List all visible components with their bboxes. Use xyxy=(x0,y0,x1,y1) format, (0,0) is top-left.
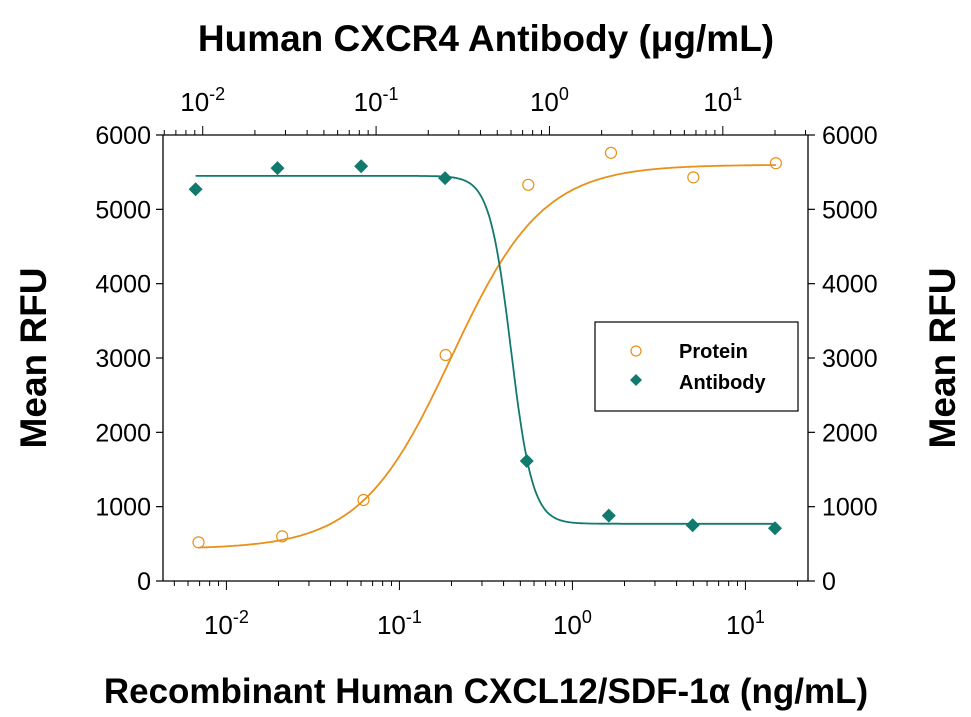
legend-protein-marker xyxy=(630,345,642,357)
y-tick-label-left: 6000 xyxy=(95,122,151,150)
protein-fit-curve xyxy=(198,164,776,549)
y-tick-label-left: 3000 xyxy=(95,345,151,373)
y-tick-label-right: 1000 xyxy=(822,494,878,522)
y-tick-label-left: 2000 xyxy=(95,419,151,447)
chart-title: Human CXCR4 Antibody (μg/mL) xyxy=(198,18,774,59)
x-bottom-tick-label: 10-1 xyxy=(377,607,422,640)
y-tick-label-right: 0 xyxy=(822,568,836,596)
antibody-data-point xyxy=(601,508,616,523)
legend-box xyxy=(594,321,799,412)
antibody-data-point xyxy=(438,171,453,186)
antibody-data-point xyxy=(188,182,203,197)
protein-data-point xyxy=(604,146,618,159)
antibody-fit-curve xyxy=(195,175,775,525)
y-tick-label-left: 4000 xyxy=(95,271,151,299)
legend-antibody-marker xyxy=(630,374,642,386)
protein-data-point xyxy=(276,530,289,543)
x-bottom-tick-label: 101 xyxy=(726,607,765,640)
protein-data-point xyxy=(522,178,535,191)
y-tick-label-left: 0 xyxy=(137,568,151,596)
legend-protein-label: Protein xyxy=(679,341,748,363)
y-tick-label-left: 5000 xyxy=(95,196,151,224)
y-axis-label-left: Mean RFU xyxy=(13,268,54,449)
x-bottom-tick-label: 100 xyxy=(553,607,592,640)
x-top-tick-label: 10-1 xyxy=(354,84,399,117)
y-tick-label-right: 2000 xyxy=(822,419,878,447)
antibody-data-point xyxy=(270,161,285,176)
protein-data-point xyxy=(687,171,700,184)
x-top-tick-label: 101 xyxy=(703,84,742,117)
legend-antibody-label: Antibody xyxy=(679,372,767,394)
y-tick-label-left: 1000 xyxy=(95,494,151,522)
antibody-data-point xyxy=(354,159,369,174)
y-tick-label-right: 3000 xyxy=(822,345,878,373)
protein-data-point xyxy=(357,493,370,507)
protein-data-point xyxy=(769,157,782,170)
y-axis-label-right: Mean RFU xyxy=(922,268,963,449)
x-axis-label: Recombinant Human CXCL12/SDF-1α (ng/mL) xyxy=(104,672,868,711)
legend: Protein Antibody xyxy=(594,321,799,412)
protein-data-point xyxy=(439,348,452,362)
y-tick-label-right: 5000 xyxy=(822,196,878,224)
x-top-tick-label: 10-2 xyxy=(180,84,225,117)
y-tick-label-right: 4000 xyxy=(822,271,878,299)
antibody-data-point xyxy=(685,518,700,533)
y-tick-label-right: 6000 xyxy=(822,122,878,150)
antibody-data-point xyxy=(519,453,534,468)
x-bottom-tick-label: 10-2 xyxy=(204,607,249,640)
x-top-tick-label: 100 xyxy=(530,84,569,117)
protein-data-point xyxy=(192,536,205,549)
antibody-data-point xyxy=(768,521,783,536)
